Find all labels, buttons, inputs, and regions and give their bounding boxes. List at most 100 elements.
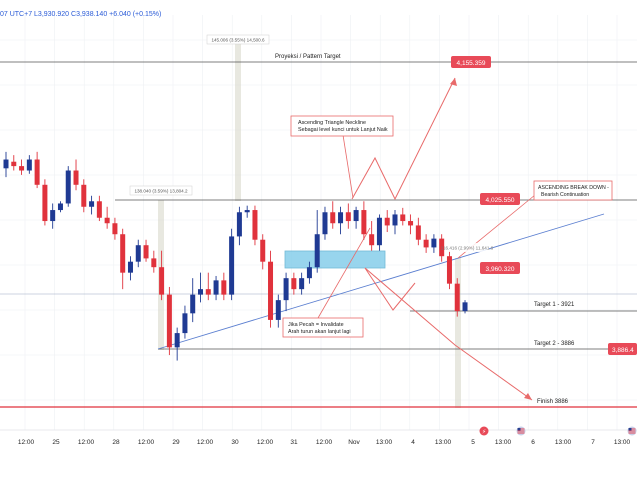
breakdown-note[interactable]: ASCENDING BREAK DOWN - Bearish Continuat…: [533, 180, 613, 201]
candle[interactable]: [190, 278, 196, 323]
candle-body: [127, 261, 133, 273]
candle-body: [291, 278, 297, 290]
measure-label-1: 145.006 (3.55%) 14,500.6: [206, 34, 270, 45]
candle[interactable]: [159, 250, 165, 301]
candle[interactable]: [205, 272, 211, 301]
candle-body: [275, 300, 281, 320]
candle-body: [299, 278, 305, 290]
candle[interactable]: [454, 278, 460, 317]
candle[interactable]: [42, 179, 48, 226]
candle[interactable]: [322, 206, 328, 240]
candle-body: [322, 212, 328, 235]
candle[interactable]: [268, 250, 274, 328]
candle[interactable]: [143, 239, 149, 262]
price-tag-breakdown[interactable]: 3,960.320: [480, 262, 520, 274]
candle[interactable]: [96, 195, 102, 222]
candle[interactable]: [221, 272, 227, 301]
candle[interactable]: [338, 206, 344, 235]
candle[interactable]: [65, 166, 71, 207]
candle-body: [236, 212, 242, 237]
svg-text:3,960.320: 3,960.320: [486, 266, 515, 273]
candle[interactable]: [314, 210, 320, 273]
candle-body: [454, 283, 460, 312]
candle[interactable]: [462, 300, 468, 314]
candle[interactable]: [353, 206, 359, 229]
candle[interactable]: [291, 272, 297, 295]
projection-down-path[interactable]: [364, 267, 533, 401]
candle[interactable]: [229, 228, 235, 301]
price-tag-target2[interactable]: 3,886.4: [608, 343, 637, 355]
candle[interactable]: [182, 305, 188, 339]
candle[interactable]: [275, 294, 281, 328]
candle[interactable]: [11, 155, 17, 171]
us-flag-event-icon-2[interactable]: [627, 426, 637, 436]
candle[interactable]: [439, 234, 445, 262]
candle[interactable]: [135, 239, 141, 268]
candle[interactable]: [151, 250, 157, 273]
candle[interactable]: [3, 151, 9, 178]
candle[interactable]: [236, 206, 242, 246]
candle[interactable]: [260, 234, 266, 270]
price-tag-proyeksi[interactable]: 4,155.359: [451, 56, 491, 68]
candle[interactable]: [431, 234, 437, 253]
support-zone[interactable]: [284, 250, 386, 269]
projection-up-path[interactable]: [351, 77, 456, 201]
candle[interactable]: [26, 155, 32, 174]
candle[interactable]: [244, 205, 250, 218]
candle[interactable]: [376, 214, 382, 251]
candle[interactable]: [81, 179, 87, 213]
x-tick-label: 13:00: [435, 439, 452, 446]
neckline-note-connector: [342, 134, 354, 199]
candle[interactable]: [299, 272, 305, 295]
svg-text:4,025.550: 4,025.550: [486, 197, 515, 204]
measure-label-2: 138.040 (3.59%) 13,804.2: [129, 185, 193, 196]
x-tick-label: Nov: [348, 439, 360, 446]
candle[interactable]: [330, 201, 336, 229]
candle[interactable]: [384, 210, 390, 233]
candle[interactable]: [120, 228, 126, 290]
candle[interactable]: [369, 221, 375, 251]
candle[interactable]: [198, 272, 203, 303]
candle[interactable]: [213, 275, 219, 301]
neckline-note[interactable]: Ascending Triangle Neckline Sebagai leve…: [290, 115, 394, 137]
measure-label-3: 116.416 (2.99%) 11,641.6: [441, 243, 494, 252]
candle[interactable]: [174, 327, 180, 361]
candle[interactable]: [19, 159, 25, 175]
candle[interactable]: [50, 203, 56, 229]
candle-body: [306, 267, 312, 279]
candle[interactable]: [166, 286, 172, 356]
candle[interactable]: [446, 250, 452, 290]
candle[interactable]: [57, 201, 63, 213]
candle[interactable]: [423, 234, 429, 253]
candle[interactable]: [73, 159, 79, 191]
candle[interactable]: [361, 201, 367, 240]
candle[interactable]: [408, 214, 414, 235]
candle[interactable]: [400, 207, 406, 226]
target2-label: Target 2 - 3886: [534, 341, 575, 347]
us-flag-event-icon-1[interactable]: [516, 426, 526, 436]
candle[interactable]: [392, 210, 398, 235]
svg-text:Ascending Triangle Neckline: Ascending Triangle Neckline: [298, 120, 366, 126]
x-tick-label: 6: [531, 439, 535, 446]
x-tick-label: 28: [112, 439, 120, 446]
candles[interactable]: [3, 151, 468, 361]
price-tag-neckline[interactable]: 4,025.550: [480, 193, 520, 205]
candle[interactable]: [283, 272, 289, 312]
candle[interactable]: [345, 203, 351, 229]
candle[interactable]: [112, 217, 118, 240]
flame-event-icon[interactable]: ⚡: [479, 426, 489, 436]
candle[interactable]: [252, 205, 258, 246]
candle[interactable]: [89, 195, 95, 215]
x-axis-ticks: 12:00 25 12:00 28 12:00 29 12:00 30 12:00 31 12:00…: [18, 439, 631, 446]
candle[interactable]: [34, 151, 40, 189]
candle[interactable]: [415, 217, 421, 246]
x-tick-label: 5: [471, 439, 475, 446]
candle[interactable]: [104, 206, 110, 229]
candle[interactable]: [306, 261, 312, 284]
invalidate-note[interactable]: Jika Pecah = Invalidate Arah turun akan …: [282, 317, 364, 338]
projection-mid-path[interactable]: [364, 267, 416, 311]
candle-body: [89, 201, 95, 207]
candle-body: [260, 239, 266, 262]
candle[interactable]: [127, 256, 133, 281]
